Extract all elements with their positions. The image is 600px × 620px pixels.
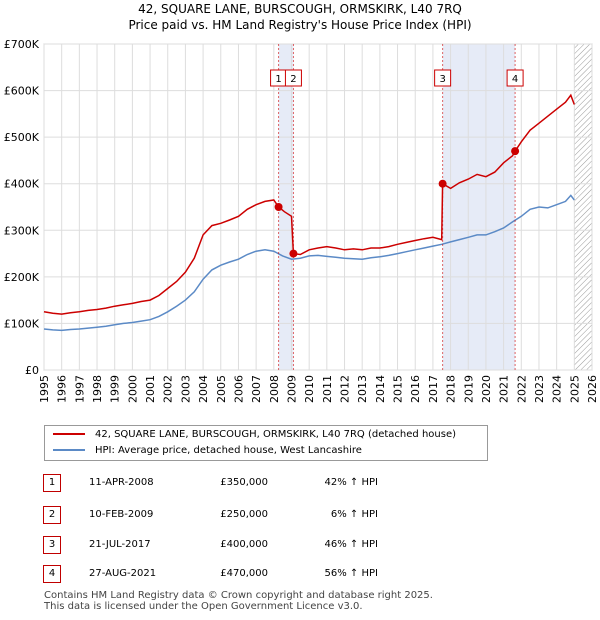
x-tick-label: 2000 [126, 375, 139, 403]
transaction-hpi: 6% ↑ HPI [330, 509, 378, 520]
sale-point [438, 179, 447, 188]
footer-copyright: Contains HM Land Registry data © Crown c… [44, 590, 433, 601]
transaction-hpi: 42% ↑ HPI [324, 477, 378, 488]
y-tick-label: £100K [4, 317, 40, 330]
x-tick-label: 2009 [285, 375, 298, 403]
x-tick-label: 1998 [91, 375, 104, 403]
y-tick-label: £0 [25, 364, 39, 377]
x-tick-label: 1996 [56, 375, 69, 403]
x-tick-label: 2008 [268, 375, 281, 403]
y-tick-label: £700K [4, 38, 40, 51]
x-tick-label: 2011 [321, 375, 334, 403]
footer-licence: This data is licensed under the Open Gov… [44, 601, 363, 612]
sale-point [274, 203, 283, 211]
legend-swatch-property [53, 433, 85, 435]
marker-label: 2 [290, 74, 296, 85]
shaded-range [442, 44, 516, 370]
x-tick-label: 2020 [480, 375, 493, 403]
legend-item-property: 42, SQUARE LANE, BURSCOUGH, ORMSKIRK, L4… [53, 427, 456, 443]
x-tick-label: 2007 [250, 375, 263, 403]
transaction-hpi: 46% ↑ HPI [324, 539, 378, 550]
x-tick-label: 2019 [462, 375, 475, 403]
series-line-hpi [43, 194, 575, 332]
transaction-date: 11-APR-2008 [89, 477, 154, 488]
transaction-price: £250,000 [220, 509, 268, 520]
marker-label: 3 [439, 74, 445, 85]
transaction-price: £470,000 [220, 568, 268, 579]
transaction-number: 2 [43, 506, 61, 524]
x-tick-label: 2006 [232, 375, 245, 403]
x-tick-label: 1999 [109, 375, 122, 403]
chart-title: 42, SQUARE LANE, BURSCOUGH, ORMSKIRK, L4… [138, 2, 462, 16]
transaction-number: 1 [43, 474, 61, 492]
transaction-number: 4 [43, 565, 61, 583]
transaction-price: £350,000 [220, 477, 268, 488]
x-tick-label: 2014 [374, 375, 387, 403]
legend-label-property: 42, SQUARE LANE, BURSCOUGH, ORMSKIRK, L4… [95, 429, 457, 440]
y-tick-label: £300K [4, 224, 40, 237]
marker-label: 4 [512, 74, 518, 85]
x-tick-label: 2002 [162, 375, 175, 403]
legend: 42, SQUARE LANE, BURSCOUGH, ORMSKIRK, L4… [44, 425, 488, 461]
legend-label-hpi: HPI: Average price, detached house, West… [95, 445, 362, 456]
legend-item-hpi: HPI: Average price, detached house, West… [53, 443, 362, 459]
legend-swatch-hpi [53, 449, 85, 451]
x-tick-label: 2016 [409, 375, 422, 403]
shaded-range [278, 44, 294, 370]
y-tick-label: £500K [4, 131, 40, 144]
x-tick-label: 2013 [356, 375, 369, 403]
marker-label: 1 [275, 74, 281, 85]
chart-subtitle: Price paid vs. HM Land Registry's House … [128, 18, 472, 32]
marker-label-box [506, 69, 524, 87]
x-tick-label: 1995 [38, 375, 51, 403]
y-tick-label: £600K [4, 85, 40, 98]
x-tick-label: 2017 [427, 375, 440, 403]
transaction-hpi: 56% ↑ HPI [324, 568, 378, 579]
x-tick-label: 2012 [339, 375, 352, 403]
x-tick-label: 2026 [586, 375, 599, 403]
x-tick-label: 2023 [533, 375, 546, 403]
x-tick-label: 2018 [445, 375, 458, 403]
transaction-price: £400,000 [220, 539, 268, 550]
series-line-property [43, 93, 576, 315]
x-tick-label: 2005 [215, 375, 228, 403]
transaction-date: 21-JUL-2017 [89, 539, 151, 550]
x-tick-label: 2021 [498, 375, 511, 403]
sale-point [511, 147, 520, 156]
x-tick-label: 2004 [197, 375, 210, 403]
marker-label-box [284, 69, 302, 87]
x-tick-label: 2003 [179, 375, 192, 403]
transaction-number: 3 [43, 536, 61, 554]
forecast-hatch [574, 44, 592, 370]
x-tick-label: 2025 [568, 375, 581, 403]
x-tick-label: 2024 [551, 375, 564, 403]
x-tick-label: 2001 [144, 375, 157, 403]
x-tick-label: 1997 [73, 375, 86, 403]
y-tick-label: £400K [4, 178, 40, 191]
y-tick-label: £200K [4, 271, 40, 284]
x-tick-label: 2010 [303, 375, 316, 403]
x-tick-label: 2022 [515, 375, 528, 403]
transaction-date: 27-AUG-2021 [89, 568, 157, 579]
marker-label-box [434, 69, 452, 87]
x-tick-label: 2015 [392, 375, 405, 403]
sale-point [289, 249, 298, 258]
transaction-date: 10-FEB-2009 [89, 509, 154, 520]
